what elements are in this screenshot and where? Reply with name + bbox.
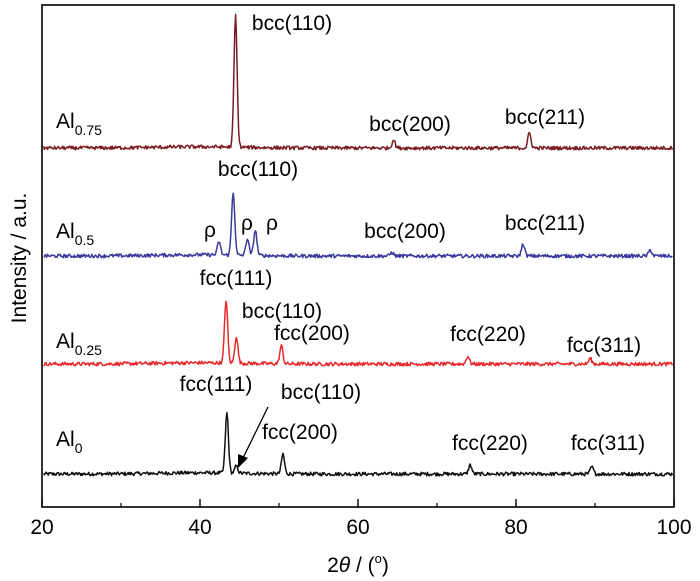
peak-label: fcc(111) [200,267,273,290]
x-axis-label-degree: o [375,551,382,566]
peak-label: fcc(220) [452,432,528,455]
peak-label: fcc(220) [450,323,526,346]
peak-label: bcc(110) [218,158,298,181]
peak-label: fcc(111) [180,373,253,396]
bcc110-arrow-head [238,454,248,468]
series-label-al0: Al0 [56,428,83,456]
series-layer [42,13,674,477]
x-axis: 20 40 60 80 100 [30,499,692,539]
series-label-al075-base: Al [56,110,75,133]
y-axis-label: Intensity / a.u. [8,193,31,324]
series-label-al025-sub: 0.25 [75,342,102,358]
series-label-al025: Al0.25 [56,330,102,358]
series-label-al05: Al0.5 [56,220,94,248]
peak-label-layer: bcc(110)bcc(200) bcc(211)bcc(110)ρ ρ ρ bcc(2… [180,12,646,455]
series-line-al025 [43,300,674,367]
peak-label: fcc(311) [567,334,641,357]
x-axis-label-close: ) [382,554,389,577]
peak-label: bcc(211) [505,212,585,235]
peak-label: bcc(110) [252,12,332,35]
peak-label: bcc(200) [364,220,446,243]
series-label-al075-sub: 0.75 [75,122,102,138]
x-axis-label-theta: θ [339,554,351,577]
peak-label: ρ [241,212,253,235]
x-tick-label: 60 [346,516,369,539]
peak-label: fcc(200) [274,322,350,345]
series-label-al075: Al0.75 [56,110,102,138]
x-axis-label: 2θ / (o) [327,551,389,577]
peak-label: ρ [204,219,216,242]
peak-label: bcc(200) [369,113,451,136]
x-axis-label-prefix: 2 [327,554,339,577]
peak-label: bcc(211) [505,106,585,129]
x-tick-label: 20 [30,516,53,539]
series-line-al075 [42,13,674,151]
bcc110-arrow [238,406,269,468]
x-tick-label: 40 [188,516,211,539]
bcc110-arrow-shaft [242,406,269,459]
peak-label: bcc(110) [281,381,361,404]
series-line-al05 [43,192,673,259]
series-label-al025-base: Al [56,330,75,353]
peak-label: fcc(200) [262,421,338,444]
series-label-al0-base: Al [56,428,75,451]
x-tick-label: 100 [656,516,691,539]
x-axis-label-suffix: / ( [350,554,375,577]
series-label-al05-base: Al [56,220,75,243]
x-tick-label: 80 [504,516,527,539]
peak-label: ρ [266,212,278,235]
series-line-al0 [42,411,674,477]
series-label-al05-sub: 0.5 [75,232,95,248]
peak-label: bcc(110) [242,300,322,323]
peak-label: fcc(311) [571,432,645,455]
series-label-al0-sub: 0 [75,440,83,456]
